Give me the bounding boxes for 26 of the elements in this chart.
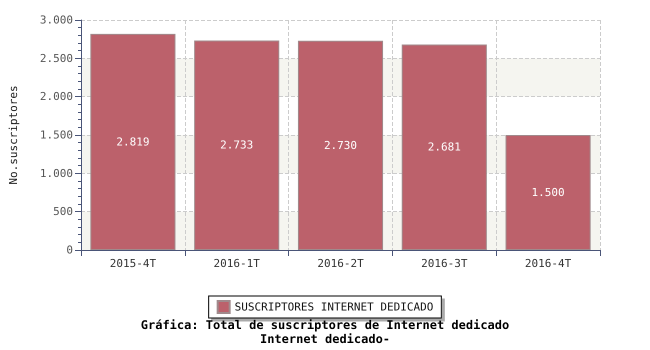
bar bbox=[90, 34, 176, 250]
bar bbox=[298, 40, 384, 250]
text: Internet dedicado- bbox=[260, 332, 390, 346]
y-tick-label: 3.000 bbox=[40, 14, 73, 26]
text: Gráfica: Total de suscriptores de Internet dedicado bbox=[140, 318, 510, 332]
data-label: 2.681 bbox=[428, 140, 461, 154]
x-tick-label: 2016-3T bbox=[421, 257, 468, 270]
data-label: 2.730 bbox=[324, 138, 358, 152]
data-label: 1.500 bbox=[532, 186, 565, 199]
legend-label: SUSCRIPTORES INTERNET DEDICADO bbox=[234, 300, 434, 314]
y-tick-label: 2.000 bbox=[40, 90, 73, 104]
y-tick-label: 500 bbox=[53, 205, 73, 218]
bar bbox=[506, 135, 591, 250]
bar bbox=[194, 40, 280, 250]
data-label: 2.733 bbox=[220, 138, 254, 152]
x-tick-label: 2016-1T bbox=[214, 257, 260, 270]
x-tick-label: 2015-4T bbox=[110, 257, 156, 270]
y-tick-label: 1.000 bbox=[40, 166, 73, 180]
y-tick-label: 0 bbox=[66, 244, 73, 256]
x-tick-label: 2016-4T bbox=[524, 257, 572, 270]
bar bbox=[402, 44, 487, 250]
x-tick-label: 2016-2T bbox=[317, 257, 364, 270]
data-label: 2.819 bbox=[116, 135, 150, 148]
y-axis-title: No.suscriptores bbox=[7, 85, 20, 185]
y-tick-label: 1.500 bbox=[40, 128, 73, 142]
y-tick-label: 2.500 bbox=[40, 52, 73, 65]
